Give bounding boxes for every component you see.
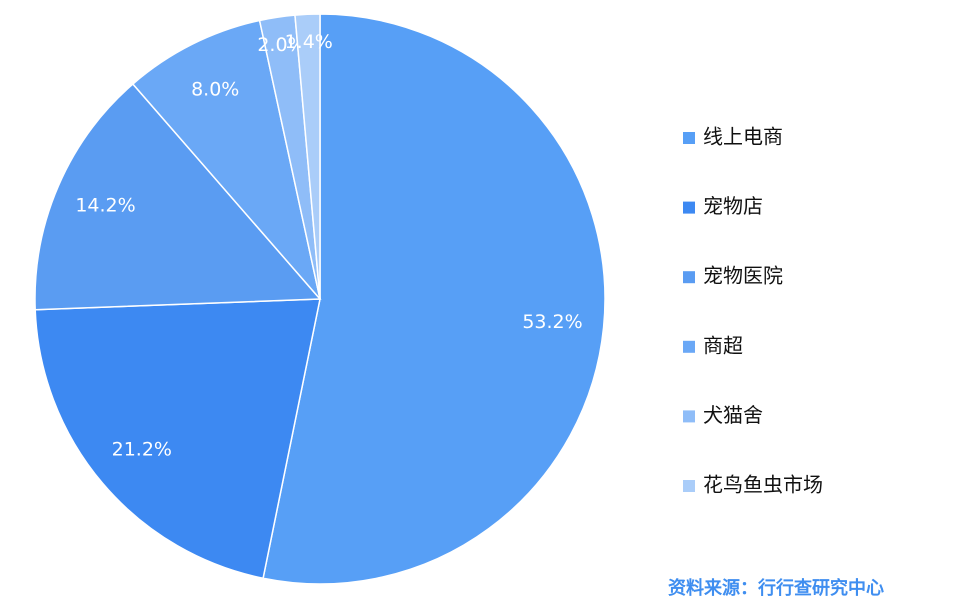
legend-swatch <box>683 410 695 423</box>
legend-label: 犬猫舍 <box>703 403 763 427</box>
data-label: 8.0% <box>191 79 239 101</box>
pie-slice <box>131 19 321 300</box>
data-label: 1.4% <box>285 31 333 53</box>
legend-label: 线上电商 <box>703 125 783 149</box>
legend-label: 花鸟鱼虫市场 <box>703 473 823 497</box>
legend-swatch <box>683 340 695 353</box>
data-label: 2.0% <box>257 34 305 56</box>
legend-swatch <box>683 480 695 492</box>
legend-label: 宠物医院 <box>703 264 783 288</box>
legend-swatch <box>683 271 695 284</box>
legend-swatch <box>683 201 695 214</box>
legend-label: 宠物店 <box>703 194 763 218</box>
source-note: 资料来源：行行查研究中心 <box>668 577 884 599</box>
data-label: 21.2% <box>112 439 172 461</box>
pie-slice <box>262 13 606 585</box>
data-label: 53.2% <box>522 311 582 333</box>
legend-swatch <box>683 132 695 144</box>
data-label: 14.2% <box>75 195 135 217</box>
pie-slice <box>34 82 322 311</box>
pie-slice <box>34 298 321 580</box>
pie-slice <box>294 13 321 300</box>
legend-label: 商超 <box>703 333 743 357</box>
